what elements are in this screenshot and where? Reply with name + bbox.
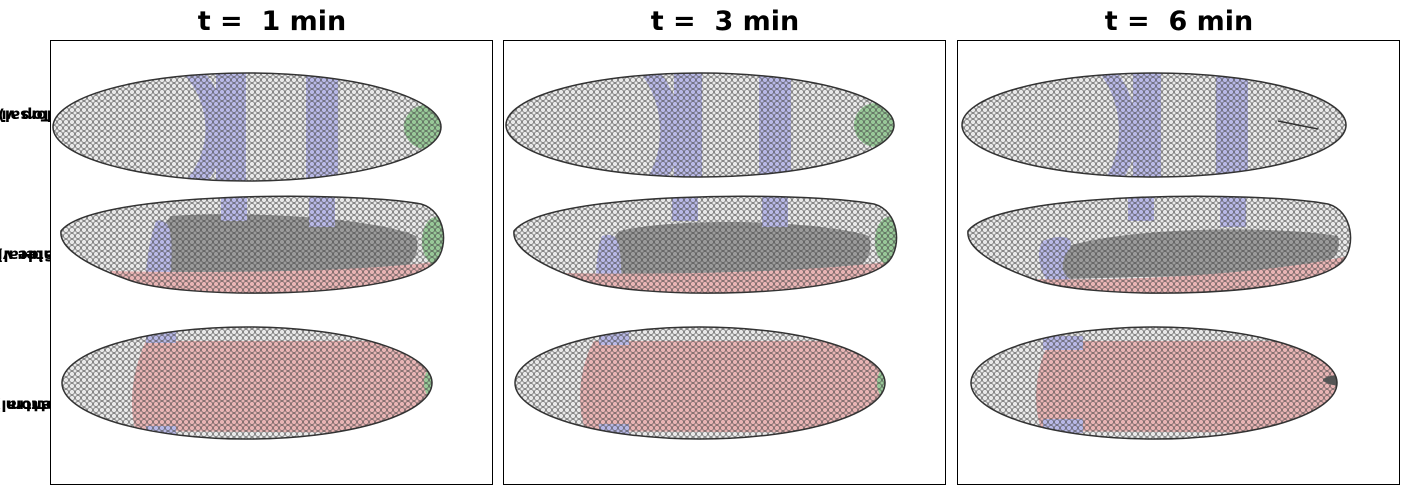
panel-t1 (50, 40, 493, 485)
embryo-svg-t6 (961, 72, 1352, 440)
embryo-side-view-t6 (967, 196, 1351, 294)
embryo-side-view-t3 (513, 196, 897, 294)
panel-t6 (957, 40, 1400, 485)
row-label-top-view: Top view(dorsal) (0, 40, 65, 190)
embryo-bottom-view-t3 (515, 327, 885, 439)
embryo-top-view-t6 (962, 73, 1346, 177)
embryo-bottom-view-t6 (971, 327, 1337, 439)
title-t3: t = 3 min (650, 6, 800, 37)
embryo-svg-t1 (52, 72, 445, 440)
embryo-svg-t3 (505, 72, 898, 440)
title-t6: t = 6 min (1104, 6, 1254, 37)
row-label-bottom-view: Bottom view(ventral) (0, 320, 69, 490)
embryo-top-view-t3 (506, 73, 894, 177)
panel-t3 (503, 40, 946, 485)
row-label-side-view: Side view(lateral) (0, 180, 66, 330)
title-t1: t = 1 min (197, 6, 347, 37)
embryo-side-view-t1 (60, 196, 444, 294)
embryo-bottom-view-t1 (62, 327, 432, 439)
